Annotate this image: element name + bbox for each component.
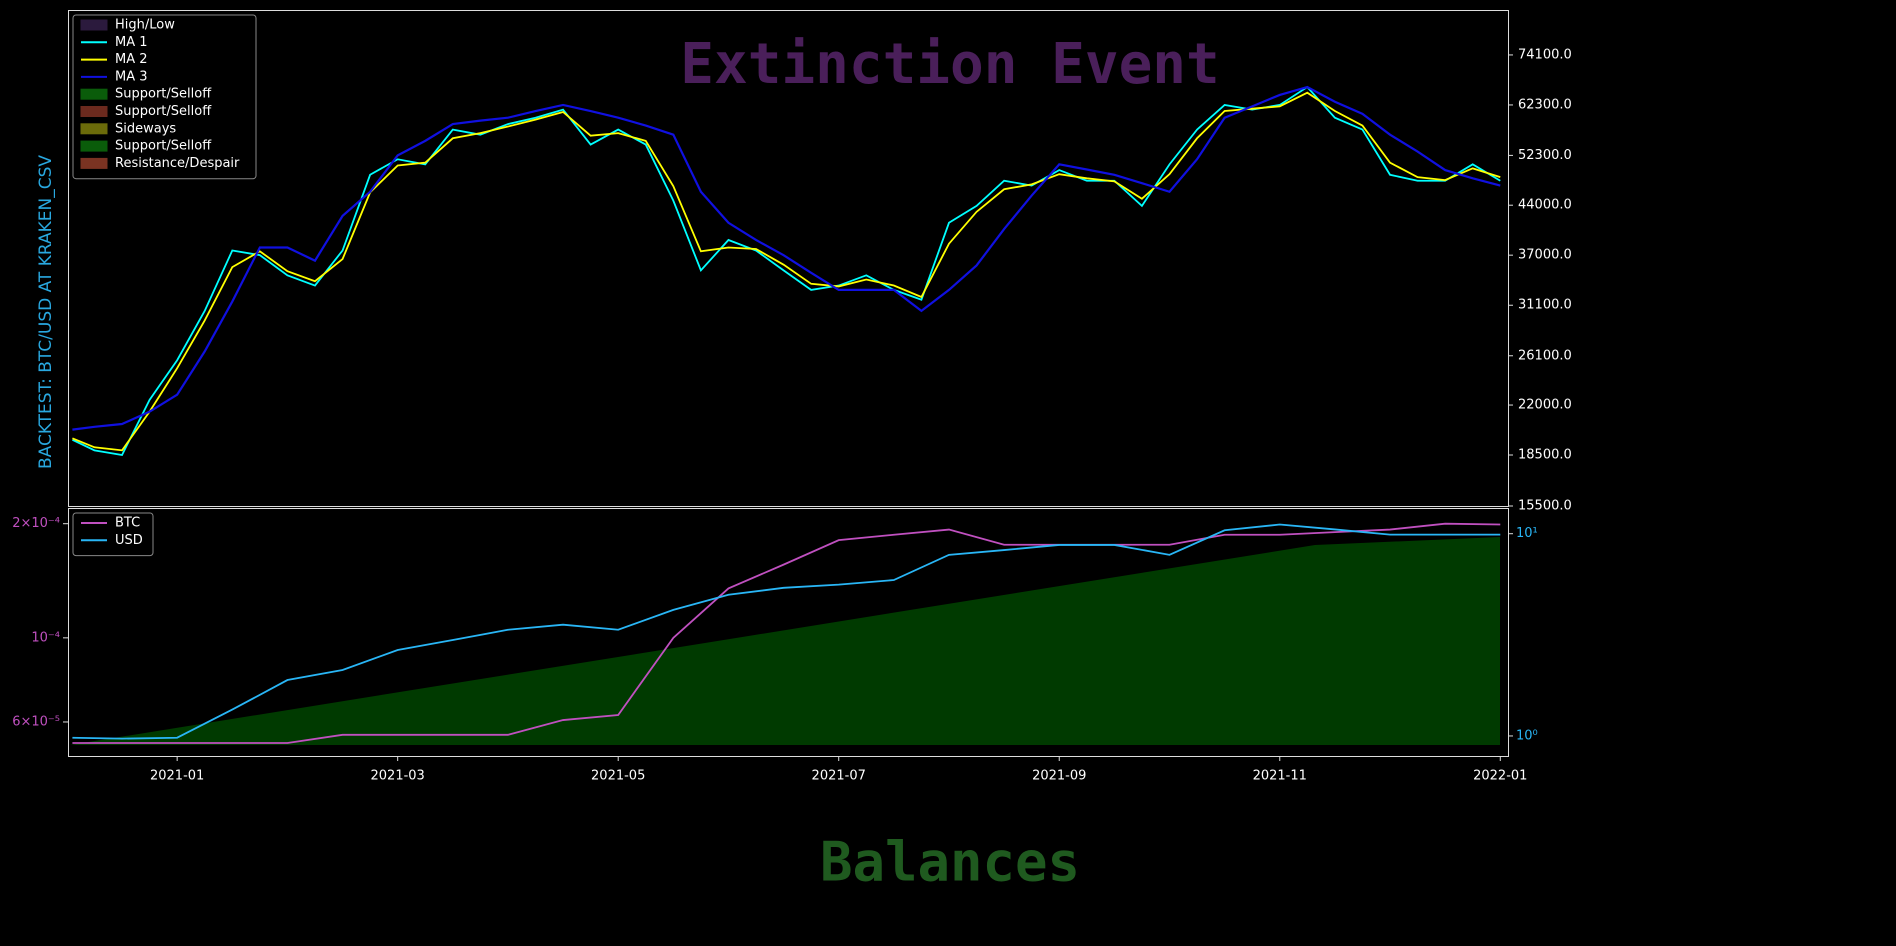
y-tick-label: 18500.0 bbox=[1518, 447, 1572, 462]
y-tick-label: 31100.0 bbox=[1518, 298, 1572, 313]
legend-swatch bbox=[80, 157, 108, 169]
x-tick-label: 2021-03 bbox=[371, 769, 425, 784]
y-tick-label: 2×10⁻⁴ bbox=[12, 516, 60, 531]
legend-label: Support/Selloff bbox=[115, 87, 212, 102]
legend-label: USD bbox=[115, 533, 143, 548]
legend-swatch bbox=[80, 88, 108, 100]
legend-label: MA 2 bbox=[115, 52, 148, 67]
x-tick-label: 2021-09 bbox=[1032, 769, 1086, 784]
y-tick-label: 44000.0 bbox=[1518, 198, 1572, 213]
balance-fill bbox=[70, 537, 1500, 745]
y-tick-label: 52300.0 bbox=[1518, 148, 1572, 163]
balance-title: Balances bbox=[820, 831, 1080, 894]
legend-label: BTC bbox=[115, 516, 140, 531]
legend-label: Resistance/Despair bbox=[115, 156, 240, 171]
y-tick-label: 6×10⁻⁵ bbox=[12, 714, 60, 729]
y-tick-label: 22000.0 bbox=[1518, 398, 1572, 413]
y-axis-label: BACKTEST: BTC/USD AT KRAKEN_CSV bbox=[36, 155, 56, 469]
legend-swatch bbox=[80, 106, 108, 117]
series-line bbox=[72, 522, 1501, 744]
legend-label: Support/Selloff bbox=[115, 139, 212, 154]
legend-label: MA 1 bbox=[115, 35, 148, 50]
y-tick-label: 74100.0 bbox=[1518, 47, 1572, 62]
legend-label: MA 3 bbox=[115, 69, 148, 84]
series-line bbox=[72, 85, 1501, 431]
y-tick-label: 15500.0 bbox=[1518, 499, 1572, 514]
series-line bbox=[72, 91, 1501, 452]
y2-tick-label: 10⁰ bbox=[1516, 728, 1538, 743]
y2-tick-label: 10¹ bbox=[1516, 526, 1538, 541]
chart-title: Extinction Event bbox=[680, 32, 1219, 97]
y-tick-label: 37000.0 bbox=[1518, 248, 1572, 263]
x-tick-label: 2021-07 bbox=[812, 769, 866, 784]
x-tick-label: 2021-05 bbox=[591, 769, 645, 784]
x-tick-label: 2022-01 bbox=[1473, 769, 1527, 784]
x-tick-label: 2021-01 bbox=[150, 769, 204, 784]
y-tick-label: 10⁻⁴ bbox=[31, 630, 60, 645]
legend-label: High/Low bbox=[115, 18, 175, 33]
legend-swatch bbox=[80, 123, 108, 135]
legend-swatch bbox=[80, 19, 108, 31]
legend-label: Support/Selloff bbox=[115, 104, 212, 119]
legend-box bbox=[72, 14, 257, 180]
x-tick-label: 2021-11 bbox=[1253, 769, 1307, 784]
legend-label: Sideways bbox=[115, 121, 176, 136]
legend-swatch bbox=[80, 140, 108, 152]
y-tick-label: 62300.0 bbox=[1518, 97, 1572, 112]
y-tick-label: 26100.0 bbox=[1518, 348, 1572, 363]
series-line bbox=[72, 523, 1501, 740]
